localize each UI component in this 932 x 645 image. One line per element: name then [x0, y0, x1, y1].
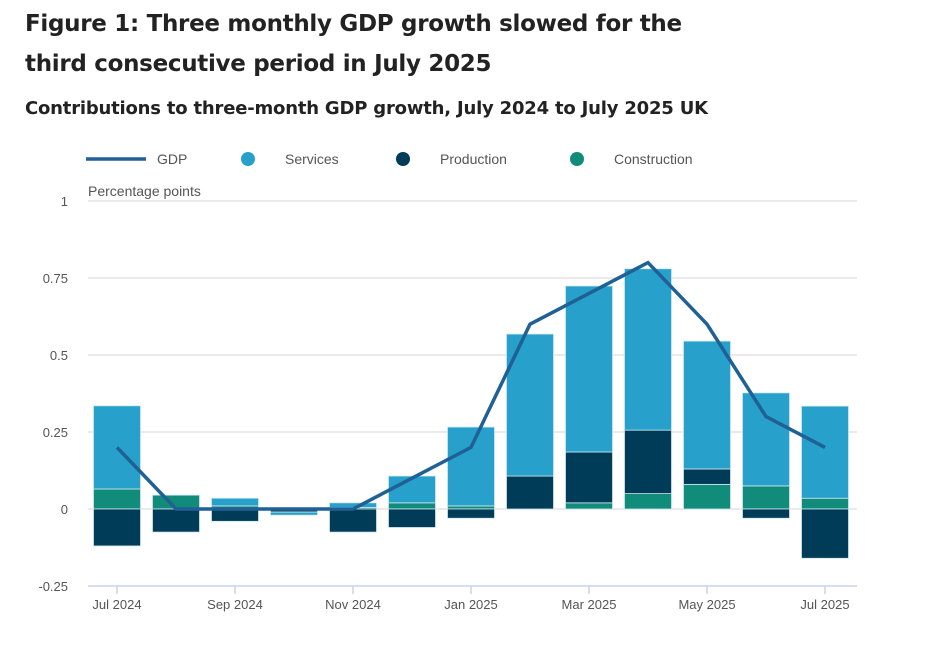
bar-services [742, 392, 790, 487]
bar-production [329, 508, 377, 533]
legend: GDP Services Production Construction [86, 151, 693, 167]
legend-production-marker [396, 152, 410, 166]
x-tick-label: Sep 2024 [207, 597, 263, 612]
bar-production [211, 508, 259, 522]
legend-services-label: Services [285, 151, 339, 167]
bar-production [447, 508, 495, 519]
bar-services [270, 511, 318, 516]
bar-construction [801, 497, 849, 510]
bar-construction [624, 493, 672, 510]
x-tick-label: Mar 2025 [562, 597, 617, 612]
x-tick-label: Jul 2025 [800, 597, 849, 612]
bar-services [388, 475, 436, 504]
y-tick-label: 0.5 [50, 348, 68, 363]
y-tick-label: 0 [61, 502, 68, 517]
bar-production [388, 508, 436, 528]
figure-title: Figure 1: Three monthly GDP growth slowe… [25, 11, 682, 77]
y-tick-label: 0.75 [43, 271, 68, 286]
bar-services [329, 502, 377, 508]
bar-services [565, 285, 613, 453]
bar-services [801, 405, 849, 499]
bar-services [211, 497, 259, 507]
legend-construction-label: Construction [614, 151, 693, 167]
x-tick-label: Jan 2025 [444, 597, 498, 612]
y-tick-label: -0.25 [38, 579, 68, 594]
bar-construction [683, 483, 731, 510]
bar-production [742, 508, 790, 519]
bar-construction [388, 502, 436, 510]
bar-services [624, 268, 672, 431]
x-tick-label: Nov 2024 [325, 597, 381, 612]
legend-production-label: Production [440, 151, 507, 167]
chart-subtitle: Contributions to three-month GDP growth,… [25, 98, 708, 119]
bar-production [565, 451, 613, 504]
bar-construction [565, 502, 613, 510]
bar-production [801, 508, 849, 559]
x-tick-label: May 2025 [678, 597, 735, 612]
y-axis-label: Percentage points [88, 183, 201, 199]
y-tick-label: 0.25 [43, 425, 68, 440]
bar-production [93, 508, 141, 547]
bar-services [447, 426, 495, 507]
bar-production [624, 429, 672, 495]
bar-production [506, 475, 554, 510]
x-tick-label: Jul 2024 [92, 597, 141, 612]
bar-construction [93, 488, 141, 510]
bar-production [683, 468, 731, 485]
bar-construction [742, 485, 790, 510]
legend-construction-marker [570, 152, 584, 166]
y-tick-label: 1 [61, 194, 68, 209]
legend-gdp-label: GDP [157, 151, 187, 167]
legend-services-marker [241, 152, 255, 166]
bar-construction [447, 505, 495, 510]
bar-services [683, 340, 731, 470]
gdp-line [115, 260, 826, 511]
bar-production [152, 508, 200, 533]
